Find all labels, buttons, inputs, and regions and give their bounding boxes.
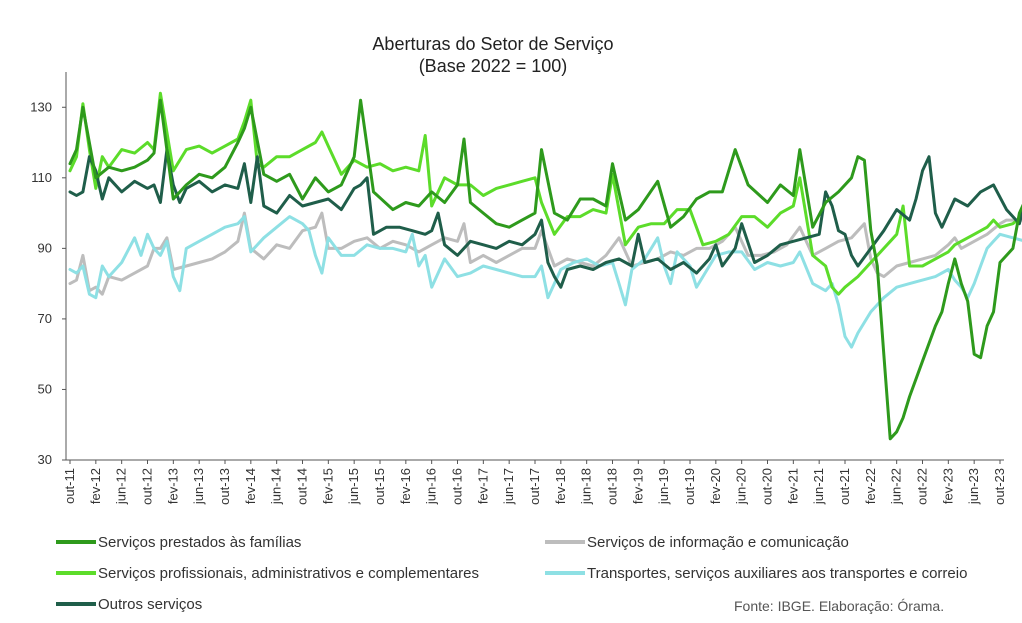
x-tick-label: fev-12 xyxy=(88,468,103,504)
x-tick-label: fev-20 xyxy=(708,468,723,504)
x-tick-label: out-13 xyxy=(217,468,232,505)
chart-title: Aberturas do Setor de Serviço xyxy=(372,34,613,54)
x-tick-label: out-22 xyxy=(915,468,930,505)
y-tick-label: 90 xyxy=(38,240,52,255)
x-tick-label: fev-17 xyxy=(475,468,490,504)
x-tick-label: jun-17 xyxy=(501,468,516,505)
x-tick-label: fev-22 xyxy=(863,468,878,504)
x-tick-label: out-15 xyxy=(372,468,387,505)
x-tick-label: fev-15 xyxy=(320,468,335,504)
chart-subtitle: (Base 2022 = 100) xyxy=(419,56,568,76)
x-tick-label: out-14 xyxy=(295,468,310,505)
series-line xyxy=(68,91,1022,296)
y-tick-label: 70 xyxy=(38,311,52,326)
x-tick-label: jun-18 xyxy=(579,468,594,505)
x-tick-label: jun-12 xyxy=(114,468,129,505)
x-tick-label: fev-19 xyxy=(630,468,645,504)
legend-label: Outros serviços xyxy=(98,596,202,613)
x-tick-label: fev-23 xyxy=(940,468,955,504)
series-lines xyxy=(68,91,1022,441)
y-tick-label: 130 xyxy=(30,99,52,114)
x-tick-label: jun-20 xyxy=(734,468,749,505)
x-tick-label: out-19 xyxy=(682,468,697,505)
legend-label: Serviços prestados às famílias xyxy=(98,534,301,551)
source-note: Fonte: IBGE. Elaboração: Órama. xyxy=(734,598,944,614)
x-tick-label: out-21 xyxy=(837,468,852,505)
x-tick-label: out-23 xyxy=(992,468,1007,505)
x-tick-label: fev-16 xyxy=(398,468,413,504)
x-tick-label: jun-14 xyxy=(269,468,284,505)
series-line xyxy=(68,148,1022,289)
x-tick-label: out-18 xyxy=(605,468,620,505)
x-tick-label: fev-18 xyxy=(553,468,568,504)
x-tick-label: out-16 xyxy=(450,468,465,505)
y-tick-label: 110 xyxy=(31,170,52,185)
x-tick-label: jun-23 xyxy=(966,468,981,505)
x-tick-label: out-11 xyxy=(62,468,77,504)
x-tick-label: fev-13 xyxy=(165,468,180,504)
series-line xyxy=(68,98,1022,441)
series-line xyxy=(68,215,1022,349)
legend-label: Serviços profissionais, administrativos … xyxy=(98,565,479,582)
x-tick-label: out-20 xyxy=(760,468,775,505)
x-tick-label: jun-19 xyxy=(656,468,671,505)
series-line xyxy=(68,211,1022,296)
x-tick-label: jun-22 xyxy=(889,468,904,505)
legend-label: Serviços de informação e comunicação xyxy=(587,534,849,551)
x-tick-label: out-12 xyxy=(140,468,155,505)
legend: Serviços prestados às famílias Serviços d… xyxy=(56,534,967,613)
y-tick-label: 30 xyxy=(38,452,52,467)
x-tick-label: jun-13 xyxy=(191,468,206,505)
x-tick-label: jun-21 xyxy=(811,468,826,505)
x-tick-label: fev-21 xyxy=(785,468,800,504)
x-tick-label: fev-14 xyxy=(243,468,258,504)
y-axis-ticks: 30 50 70 90 110 130 xyxy=(30,99,66,467)
x-tick-label: jun-15 xyxy=(346,468,361,505)
x-tick-label: jun-16 xyxy=(424,468,439,505)
x-axis-ticks: out-11 fev-12 jun-12 out-12 fev-13 jun-13 out-… xyxy=(62,460,1007,505)
x-tick-label: out-17 xyxy=(527,468,542,505)
y-tick-label: 50 xyxy=(38,381,52,396)
legend-label: Transportes, serviços auxiliares aos tra… xyxy=(587,565,967,582)
